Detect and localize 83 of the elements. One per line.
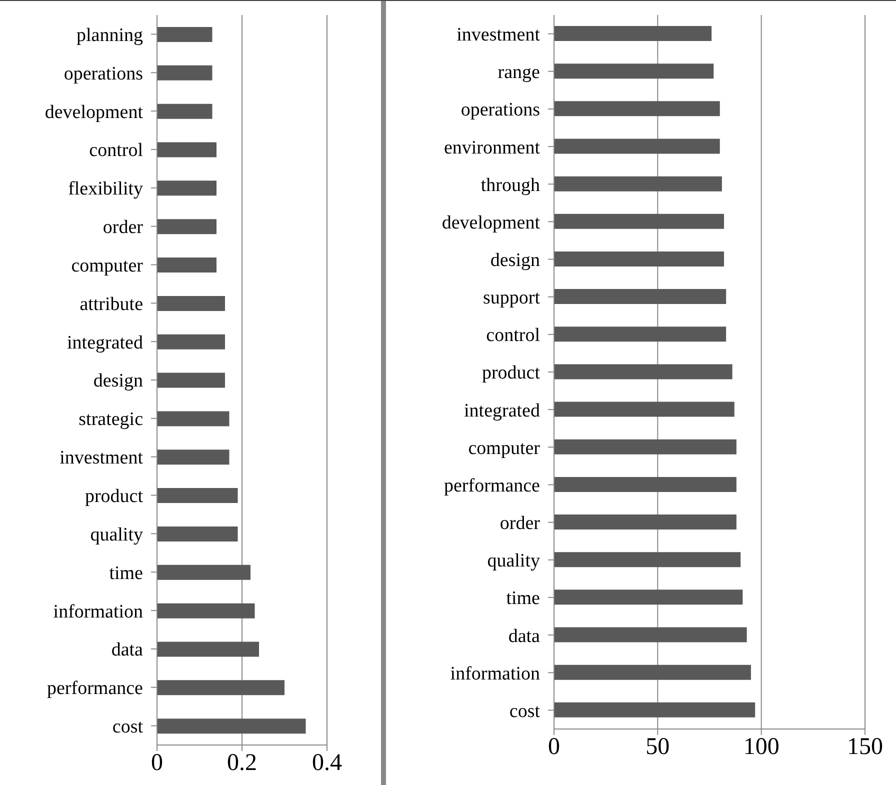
bar [554, 702, 756, 718]
y-tick-label: attribute [80, 294, 143, 315]
bar [554, 476, 736, 492]
bar [157, 450, 230, 465]
y-tick-label: operations [64, 63, 143, 84]
y-tick-label: design [93, 370, 144, 392]
bar [554, 364, 732, 380]
bar [157, 219, 216, 234]
y-tick-label: control [486, 325, 540, 346]
y-tick-label: integrated [67, 332, 144, 354]
y-tick-label: development [44, 102, 144, 123]
bar [554, 26, 712, 41]
bar [554, 251, 724, 266]
bar [157, 65, 212, 80]
y-tick-label: through [480, 174, 540, 196]
bar [554, 289, 726, 304]
bar [554, 627, 747, 642]
bar [554, 326, 726, 342]
x-tick-label: 50 [646, 734, 670, 760]
y-tick-label: investment [60, 448, 144, 469]
y-tick-label: performance [47, 678, 143, 700]
y-tick-label: support [483, 288, 541, 309]
bar [554, 138, 720, 154]
y-tick-label: data [508, 626, 541, 647]
x-tick-label: 0.2 [227, 750, 257, 776]
y-tick-label: information [450, 663, 540, 684]
y-tick-label: performance [444, 475, 540, 496]
x-tick-label: 0 [548, 734, 560, 760]
y-tick-label: investment [456, 24, 541, 46]
y-tick-label: information [53, 601, 144, 622]
bar [157, 142, 216, 158]
y-tick-label: computer [71, 255, 144, 276]
x-tick-label: 100 [743, 734, 780, 760]
y-tick-label: computer [468, 438, 541, 459]
y-tick-label: strategic [78, 409, 143, 430]
y-tick-label: operations [460, 100, 540, 121]
bar [554, 664, 751, 680]
bar [157, 526, 238, 542]
y-tick-label: data [111, 640, 144, 661]
bar [157, 680, 284, 696]
bar [157, 488, 238, 504]
bar [157, 27, 212, 42]
bar [554, 176, 722, 192]
y-tick-label: range [498, 62, 540, 84]
bar [554, 64, 714, 79]
bar [157, 642, 259, 657]
bar [554, 439, 736, 454]
y-tick-label: flexibility [68, 178, 144, 200]
bar [157, 296, 225, 311]
bar [554, 590, 743, 605]
bar [157, 718, 306, 734]
bar [157, 334, 225, 350]
y-tick-label: cost [112, 716, 144, 738]
y-tick-label: development [442, 212, 541, 234]
bar [157, 603, 255, 618]
bar [157, 564, 250, 580]
bar [554, 402, 734, 417]
y-tick-label: quality [487, 550, 540, 572]
bar [554, 214, 724, 229]
y-tick-label: order [102, 217, 144, 238]
bar [157, 411, 230, 426]
y-tick-label: control [89, 140, 143, 162]
y-tick-label: environment [444, 137, 541, 158]
y-tick-label: product [482, 362, 541, 384]
bar [554, 101, 720, 116]
y-tick-label: time [109, 562, 143, 584]
y-tick-label: time [506, 588, 540, 610]
bar [554, 552, 741, 568]
y-tick-label: quality [90, 524, 144, 546]
bar [554, 514, 736, 530]
y-tick-label: cost [509, 700, 541, 722]
bar [157, 258, 216, 273]
bar [157, 180, 216, 196]
y-tick-label: design [490, 250, 540, 272]
bar [157, 104, 212, 119]
x-tick-label: 150 [847, 734, 883, 760]
x-tick-label: 0 [151, 750, 163, 776]
bar [157, 372, 225, 388]
y-tick-label: planning [76, 24, 144, 46]
x-tick-label: 0.4 [312, 750, 342, 776]
y-tick-label: order [500, 513, 541, 534]
y-tick-label: integrated [464, 400, 540, 422]
y-tick-label: product [84, 486, 144, 508]
